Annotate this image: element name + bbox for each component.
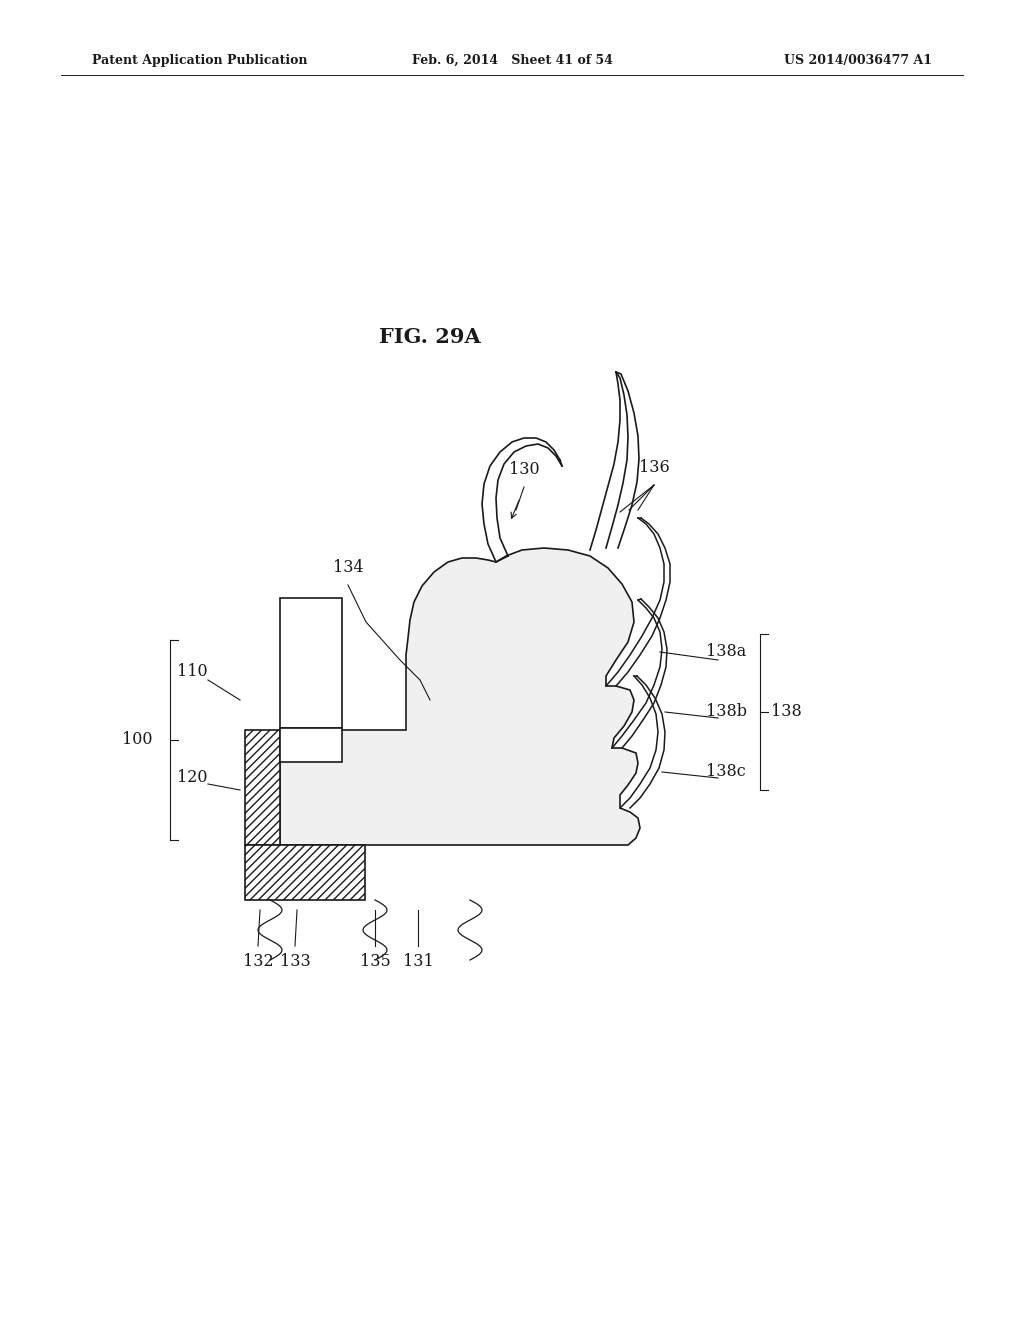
Text: 135: 135	[359, 953, 390, 970]
Text: 132: 132	[243, 953, 273, 970]
Text: 138b: 138b	[706, 704, 746, 721]
Bar	[280, 729, 342, 762]
Text: Feb. 6, 2014   Sheet 41 of 54: Feb. 6, 2014 Sheet 41 of 54	[412, 54, 612, 67]
Text: Patent Application Publication: Patent Application Publication	[92, 54, 307, 67]
Bar	[280, 598, 342, 729]
Polygon shape	[280, 548, 640, 845]
Text: 100: 100	[122, 731, 152, 748]
Text: 110: 110	[177, 664, 207, 681]
Bar	[245, 845, 365, 900]
Text: 120: 120	[177, 770, 207, 787]
Text: 136: 136	[639, 459, 670, 477]
Text: 131: 131	[402, 953, 433, 970]
Text: US 2014/0036477 A1: US 2014/0036477 A1	[783, 54, 932, 67]
Bar	[245, 730, 280, 845]
Text: 133: 133	[280, 953, 310, 970]
Text: 138: 138	[771, 704, 802, 721]
Text: 134: 134	[333, 560, 364, 577]
Text: 130: 130	[509, 462, 540, 479]
Text: FIG. 29A: FIG. 29A	[379, 326, 481, 347]
Text: 138c: 138c	[707, 763, 745, 780]
Text: 138a: 138a	[706, 644, 746, 660]
